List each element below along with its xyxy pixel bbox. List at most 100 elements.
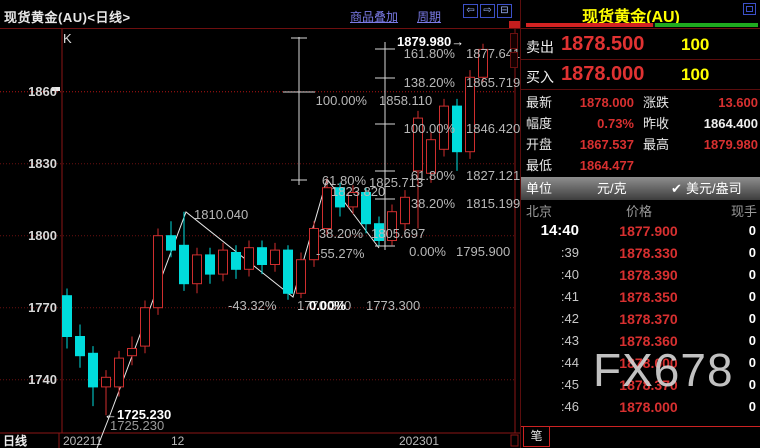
tick-volume: 0 bbox=[748, 311, 756, 326]
buy-sell-ratio-bar bbox=[526, 23, 758, 27]
period-link[interactable]: 周期 bbox=[417, 10, 442, 24]
candle-body bbox=[465, 76, 475, 153]
unit-option-usd-ounce[interactable]: 美元/盎司 bbox=[686, 181, 742, 196]
stat-row: 最新 1878.000 涨跌 13.600 bbox=[521, 92, 760, 113]
candle-body bbox=[192, 254, 202, 285]
y-axis-label: 1830 bbox=[28, 156, 57, 171]
sell-price: 1878.500 bbox=[561, 33, 645, 55]
fib-label: -43.32% bbox=[228, 298, 277, 313]
candle-body bbox=[283, 249, 293, 294]
candle-body bbox=[205, 254, 215, 275]
tick-volume: 0 bbox=[748, 355, 756, 370]
tick-price: 1878.000 bbox=[619, 399, 678, 415]
tick-price: 1878.000 bbox=[619, 355, 678, 371]
y-axis-label: 1770 bbox=[28, 300, 57, 315]
sell-label: 卖出 bbox=[526, 39, 554, 55]
stat-value: 0.73% bbox=[597, 116, 634, 131]
tick-time: :42 bbox=[560, 311, 579, 326]
tick-price: 1878.330 bbox=[619, 245, 678, 261]
candle-body bbox=[231, 252, 241, 270]
candle-body bbox=[439, 105, 449, 150]
candle-body bbox=[75, 336, 85, 357]
tile-windows-icon[interactable]: ⊟ bbox=[497, 4, 512, 18]
tick-price: 1878.370 bbox=[619, 377, 678, 393]
tick-row: :42 1878.370 0 bbox=[521, 308, 760, 330]
fib-label: 100.00% bbox=[404, 121, 456, 136]
forward-arrow-icon[interactable]: ⇨ bbox=[480, 4, 495, 18]
candle-body bbox=[179, 244, 189, 285]
candle-body bbox=[127, 348, 137, 357]
buy-size: 100 bbox=[681, 65, 710, 84]
fib-label: 38.20% bbox=[411, 196, 456, 211]
back-arrow-icon[interactable]: ⇦ bbox=[463, 4, 478, 18]
buy-ratio-segment bbox=[655, 23, 758, 27]
stat-label: 最新 bbox=[526, 95, 553, 110]
fib-label: 1805.697 bbox=[371, 226, 425, 241]
candle-body bbox=[348, 192, 358, 208]
tick-volume: 0 bbox=[748, 399, 756, 414]
quote-panel-header: 现货黄金(AU) bbox=[520, 0, 760, 29]
candle-body bbox=[322, 187, 332, 229]
overlay-compare-link[interactable]: 商品叠加 bbox=[350, 10, 399, 24]
fib-label: 1846.420 bbox=[466, 121, 520, 136]
corner-marker bbox=[510, 434, 519, 447]
tick-time: :40 bbox=[560, 267, 579, 282]
tick-row: :40 1878.390 0 bbox=[521, 264, 760, 286]
tick-table-header: 北京 价格 现手 bbox=[521, 203, 760, 220]
candle-body bbox=[257, 247, 267, 265]
tick-price: 1878.370 bbox=[619, 311, 678, 327]
fib-label: 138.20% bbox=[404, 75, 456, 90]
stat-row: 幅度 0.73% 昨收 1864.400 bbox=[521, 113, 760, 134]
quote-stats: 最新 1878.000 涨跌 13.600 幅度 0.73% 昨收 1864.400 开盘 186… bbox=[521, 92, 760, 176]
tick-row: :44 1878.000 0 bbox=[521, 352, 760, 374]
candle-body bbox=[387, 211, 397, 241]
tick-volume: 0 bbox=[748, 377, 756, 392]
tick-time: :43 bbox=[560, 333, 579, 348]
tick-row: :45 1878.370 0 bbox=[521, 374, 760, 396]
period-label: 日线 bbox=[3, 433, 27, 448]
stat-value: 1864.400 bbox=[703, 116, 758, 131]
candle-body bbox=[400, 196, 410, 225]
left-edge-anchor bbox=[52, 87, 60, 91]
fib-label: 161.80% bbox=[404, 46, 456, 61]
unit-option-cny-gram[interactable]: 元/克 bbox=[597, 181, 627, 196]
tick-price: 1878.390 bbox=[619, 267, 678, 283]
stat-label: 幅度 bbox=[526, 116, 553, 131]
fib-label: 38.20% bbox=[319, 226, 364, 241]
candle-body bbox=[218, 249, 228, 275]
chart-title: 现货黄金(AU)<日线> bbox=[4, 10, 131, 25]
buy-label: 买入 bbox=[526, 69, 554, 85]
maximize-icon[interactable] bbox=[743, 3, 756, 15]
stat-value: 1864.477 bbox=[579, 158, 634, 173]
latest-price-marker bbox=[509, 21, 520, 28]
x-axis-label: 202301 bbox=[399, 434, 439, 448]
tick-price: 1878.360 bbox=[619, 333, 678, 349]
stat-value: 1878.000 bbox=[579, 95, 634, 110]
tick-table: 14:40 1877.900 0:39 1878.330 0:40 1878.390 0:4… bbox=[521, 220, 760, 418]
tick-row: 14:40 1877.900 0 bbox=[521, 220, 760, 242]
fib-label: 1810.040 bbox=[194, 207, 248, 222]
fib-label: 61.80% bbox=[411, 168, 456, 183]
fib-label: 1858.110 bbox=[379, 93, 432, 108]
candle-body bbox=[374, 223, 384, 241]
tick-row: :43 1878.360 0 bbox=[521, 330, 760, 352]
chart-canvas[interactable]: 1860 1830 1800 1770 1740 日线 202211 12 202301 1879… bbox=[0, 29, 520, 448]
fib-label: 1770.300 bbox=[297, 298, 351, 313]
instrument-title: 现货黄金(AU) bbox=[582, 9, 680, 26]
fib-label: K bbox=[63, 31, 72, 46]
candle-body bbox=[101, 376, 111, 388]
col-volume: 现手 bbox=[730, 204, 757, 219]
fib-label: 1725.230 bbox=[110, 418, 164, 433]
tick-time: 14:40 bbox=[540, 222, 579, 239]
edge-tool-marker[interactable] bbox=[510, 33, 518, 49]
edge-tool-marker[interactable] bbox=[510, 52, 518, 68]
sell-ratio-segment bbox=[526, 23, 653, 27]
stat-row: 最低 1864.477 bbox=[521, 155, 760, 176]
y-axis-label: 1860 bbox=[28, 84, 57, 99]
candle-body bbox=[62, 295, 72, 338]
tick-price: 1877.900 bbox=[619, 223, 678, 239]
candle-body bbox=[296, 259, 306, 294]
pen-tab[interactable]: 笔 bbox=[523, 427, 550, 447]
candlestick-chart[interactable]: 1860 1830 1800 1770 1740 日线 202211 12 202301 1879… bbox=[0, 29, 520, 448]
